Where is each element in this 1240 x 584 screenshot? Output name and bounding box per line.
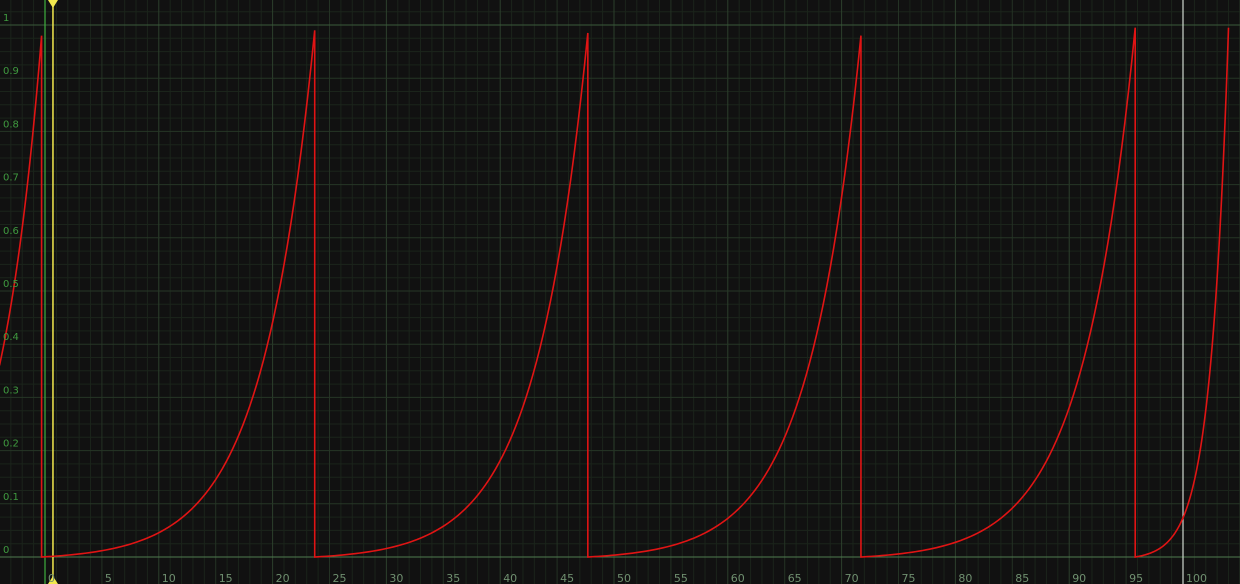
x-tick-label: 40 bbox=[503, 572, 517, 584]
x-tick-label: 80 bbox=[958, 572, 972, 584]
y-tick-label: 0 bbox=[3, 545, 9, 556]
y-tick-label: 0.2 bbox=[3, 439, 19, 450]
x-tick-label: 35 bbox=[446, 572, 460, 584]
x-tick-label: 0 bbox=[48, 572, 55, 584]
x-tick-label: 85 bbox=[1015, 572, 1029, 584]
x-tick-label: 90 bbox=[1072, 572, 1086, 584]
x-tick-label: 75 bbox=[902, 572, 916, 584]
x-tick-label: 45 bbox=[560, 572, 574, 584]
series-line[interactable] bbox=[0, 27, 1230, 558]
x-tick-label: 15 bbox=[219, 572, 233, 584]
cursors[interactable] bbox=[44, 0, 1184, 584]
x-tick-label: 20 bbox=[276, 572, 290, 584]
x-tick-label: 25 bbox=[333, 572, 347, 584]
y-tick-label: 0.1 bbox=[3, 492, 19, 503]
y-tick-label: 0.9 bbox=[3, 66, 19, 77]
y-tick-label: 0.6 bbox=[3, 226, 19, 237]
x-tick-label: 70 bbox=[845, 572, 859, 584]
y-tick-label: 0.4 bbox=[3, 332, 19, 343]
x-tick-label: 10 bbox=[162, 572, 176, 584]
x-tick-label: 65 bbox=[788, 572, 802, 584]
y-tick-label: 0.3 bbox=[3, 385, 19, 396]
x-tick-label: 60 bbox=[731, 572, 745, 584]
x-tick-label: 100 bbox=[1186, 572, 1207, 584]
y-tick-label: 1 bbox=[3, 13, 9, 24]
x-tick-label: 50 bbox=[617, 572, 631, 584]
y-tick-label: 0.5 bbox=[3, 279, 19, 290]
x-tick-label: 95 bbox=[1129, 572, 1143, 584]
playhead-top-handle-icon[interactable] bbox=[47, 0, 58, 8]
y-tick-label: 0.8 bbox=[3, 119, 19, 130]
y-tick-label: 0.7 bbox=[3, 173, 19, 184]
x-tick-label: 30 bbox=[389, 572, 403, 584]
x-tick-label: 55 bbox=[674, 572, 688, 584]
x-tick-label: 5 bbox=[105, 572, 112, 584]
y-tick-labels: 0 0.1 0.2 0.3 0.4 0.5 0.6 0.7 0.8 0.9 1 bbox=[3, 13, 19, 556]
series-layer[interactable] bbox=[0, 27, 1230, 558]
playhead-bottom-handle-icon[interactable] bbox=[47, 576, 58, 584]
x-tick-labels: 0 5 10 15 20 25 30 35 40 45 50 55 60 65 70 75 80 85 90 95 10… bbox=[48, 572, 1207, 584]
